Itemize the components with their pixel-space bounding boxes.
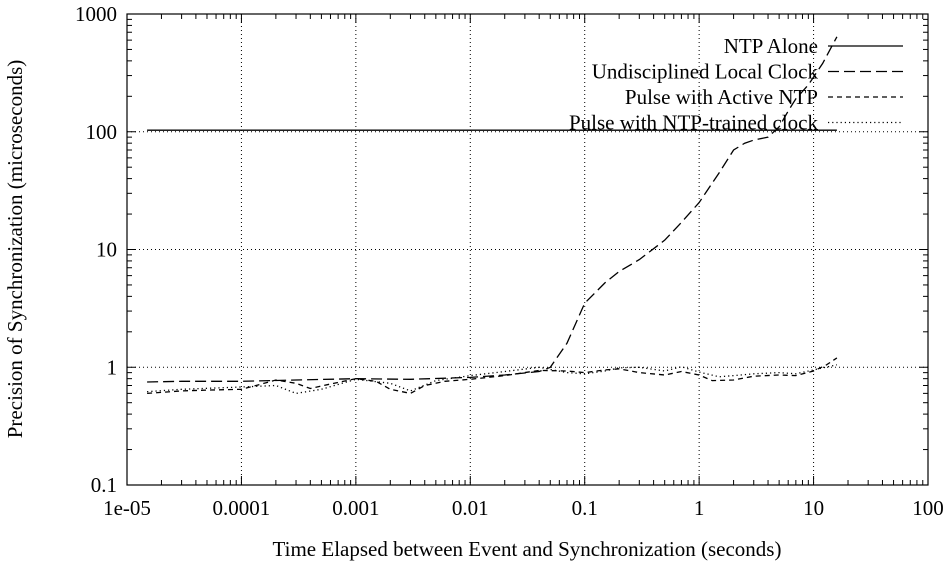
y-axis-label: Precision of Synchronization (microsecon… (3, 60, 27, 439)
x-tick-label: 1 (694, 496, 705, 520)
legend-label: NTP Alone (724, 34, 818, 58)
x-tick-label: 0.01 (452, 496, 489, 520)
x-tick-label: 1e-05 (103, 496, 151, 520)
legend-label: Undisciplined Local Clock (592, 60, 819, 84)
x-tick-label: 0.1 (572, 496, 598, 520)
y-tick-label: 10 (96, 238, 117, 262)
x-tick-label: 0.001 (332, 496, 379, 520)
x-tick-label: 0.0001 (213, 496, 271, 520)
x-tick-label: 10 (803, 496, 824, 520)
x-axis-label: Time Elapsed between Event and Synchroni… (273, 537, 782, 561)
x-tick-label: 100 (912, 496, 944, 520)
y-tick-label: 100 (86, 120, 118, 144)
y-tick-label: 1 (107, 355, 118, 379)
y-tick-label: 1000 (75, 2, 117, 26)
legend-label: Pulse with NTP-trained clock (569, 111, 819, 135)
y-tick-label: 0.1 (91, 473, 117, 497)
legend-label: Pulse with Active NTP (625, 85, 818, 109)
series-line-4 (147, 365, 837, 394)
